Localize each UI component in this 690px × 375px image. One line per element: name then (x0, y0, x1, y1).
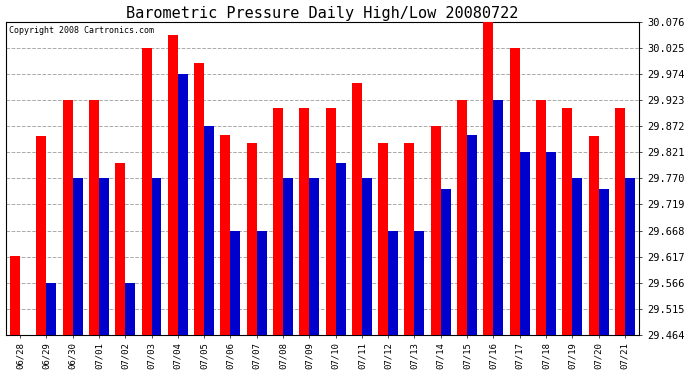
Bar (125, 283, 135, 335)
Bar (194, 63, 204, 335)
Bar (63, 100, 72, 335)
Bar (115, 163, 125, 335)
Bar (536, 100, 546, 335)
Bar (220, 135, 230, 335)
Bar (89, 100, 99, 335)
Bar (326, 108, 335, 335)
Title: Barometric Pressure Daily High/Low 20080722: Barometric Pressure Daily High/Low 20080… (126, 6, 519, 21)
Bar (309, 178, 319, 335)
Bar (589, 136, 598, 335)
Bar (562, 108, 572, 335)
Bar (352, 83, 362, 335)
Bar (299, 108, 309, 335)
Bar (572, 178, 582, 335)
Bar (335, 163, 346, 335)
Bar (99, 178, 109, 335)
Bar (204, 126, 214, 335)
Bar (467, 135, 477, 335)
Bar (388, 231, 398, 335)
Bar (378, 142, 388, 335)
Bar (273, 108, 283, 335)
Bar (510, 48, 520, 335)
Bar (546, 152, 556, 335)
Bar (178, 74, 188, 335)
Bar (72, 178, 83, 335)
Bar (230, 231, 240, 335)
Bar (168, 35, 178, 335)
Bar (46, 283, 57, 335)
Bar (37, 136, 46, 335)
Bar (441, 189, 451, 335)
Bar (283, 178, 293, 335)
Bar (141, 48, 152, 335)
Bar (10, 256, 20, 335)
Bar (598, 189, 609, 335)
Bar (404, 142, 415, 335)
Bar (257, 231, 266, 335)
Bar (493, 100, 503, 335)
Bar (152, 178, 161, 335)
Text: Copyright 2008 Cartronics.com: Copyright 2008 Cartronics.com (9, 26, 154, 35)
Bar (484, 22, 493, 335)
Bar (457, 100, 467, 335)
Bar (362, 178, 372, 335)
Bar (247, 142, 257, 335)
Bar (615, 108, 625, 335)
Bar (415, 231, 424, 335)
Bar (520, 152, 530, 335)
Bar (625, 178, 635, 335)
Bar (431, 126, 441, 335)
